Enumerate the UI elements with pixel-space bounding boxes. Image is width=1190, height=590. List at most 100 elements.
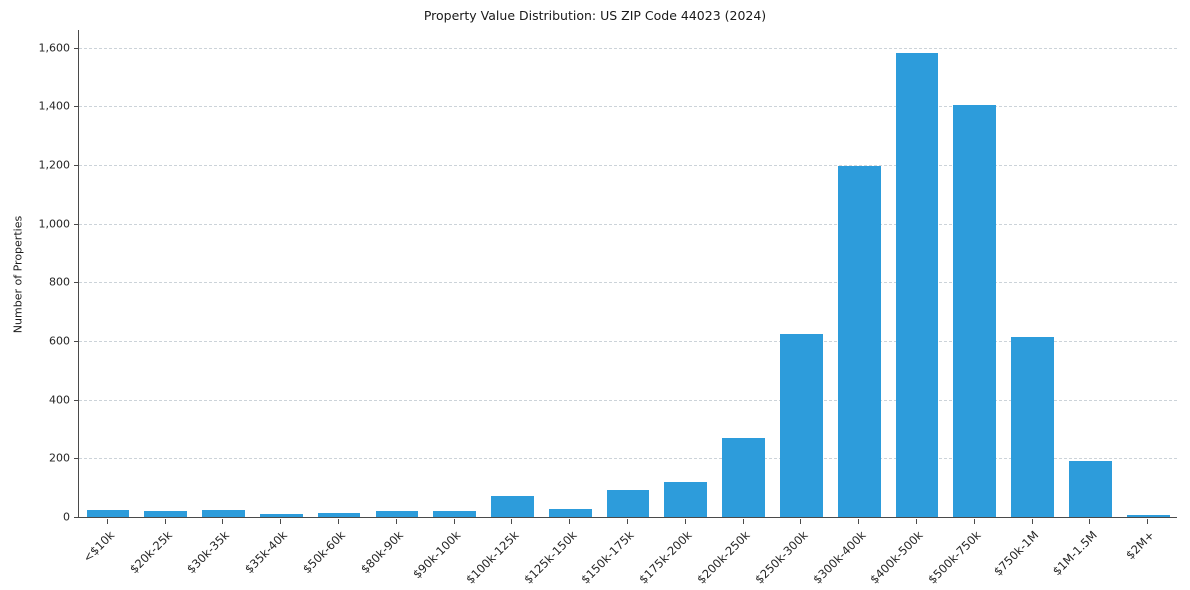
x-label-slot: $200k-250k bbox=[694, 519, 772, 589]
x-tick-mark bbox=[742, 519, 744, 524]
bar-slot bbox=[830, 30, 888, 517]
x-tick-mark bbox=[569, 519, 571, 524]
bar bbox=[86, 509, 130, 517]
x-label-slot: $500k-750k bbox=[925, 519, 1003, 589]
y-tick-label: 1,600 bbox=[38, 41, 71, 55]
x-tick-mark bbox=[1031, 519, 1033, 524]
x-label-slot: <$10k bbox=[78, 519, 136, 589]
bar-slot bbox=[79, 30, 137, 517]
x-tick-mark bbox=[973, 519, 975, 524]
bar bbox=[1126, 514, 1170, 517]
y-tick-label: 400 bbox=[49, 393, 70, 407]
bars-container bbox=[79, 30, 1177, 517]
bar-slot bbox=[715, 30, 773, 517]
x-tick-label: $2M+ bbox=[1123, 528, 1158, 563]
x-tick-mark bbox=[1089, 519, 1091, 524]
y-tick-mark bbox=[74, 458, 79, 460]
bar-slot bbox=[310, 30, 368, 517]
x-label-slot: $150k-175k bbox=[579, 519, 656, 589]
x-label-slot: $175k-200k bbox=[636, 519, 714, 589]
bar-slot bbox=[426, 30, 484, 517]
bar-slot bbox=[252, 30, 310, 517]
bar-slot bbox=[888, 30, 946, 517]
bar-slot bbox=[484, 30, 542, 517]
x-label-slot: $2M+ bbox=[1118, 519, 1176, 589]
bar bbox=[491, 496, 534, 517]
x-tick-mark bbox=[684, 519, 686, 524]
bar-slot bbox=[1119, 30, 1177, 517]
y-tick-label: 200 bbox=[49, 451, 70, 465]
x-label-slot: $1M-1.5M bbox=[1049, 519, 1119, 589]
x-tick-mark bbox=[164, 519, 166, 524]
bar-slot bbox=[137, 30, 195, 517]
y-tick-mark bbox=[74, 517, 79, 518]
x-label-slot: $90k-100k bbox=[410, 519, 483, 589]
bar bbox=[1011, 336, 1055, 517]
x-label-slot: $50k-60k bbox=[300, 519, 367, 589]
bar-slot bbox=[599, 30, 657, 517]
gridline bbox=[79, 282, 1177, 284]
x-tick-mark bbox=[1147, 519, 1149, 524]
gridline bbox=[79, 106, 1177, 108]
y-tick-label: 600 bbox=[49, 334, 70, 348]
x-tick-mark bbox=[800, 519, 802, 524]
y-axis-title: Number of Properties bbox=[11, 215, 25, 334]
bar bbox=[722, 437, 766, 517]
bar-slot bbox=[368, 30, 426, 517]
y-tick-mark bbox=[74, 340, 79, 342]
x-label-slot: $20k-25k bbox=[126, 519, 194, 589]
x-tick-mark bbox=[453, 519, 455, 524]
x-tick-mark bbox=[858, 519, 860, 524]
bar-slot bbox=[946, 30, 1004, 517]
x-tick-mark bbox=[338, 519, 340, 524]
bar bbox=[1069, 461, 1112, 517]
x-label-slot: $300k-400k bbox=[810, 519, 887, 589]
bar-slot bbox=[1062, 30, 1120, 517]
y-tick-mark bbox=[74, 106, 79, 108]
bar-slot bbox=[195, 30, 253, 517]
x-tick-mark bbox=[280, 519, 282, 524]
x-tick-mark bbox=[106, 519, 108, 524]
bar bbox=[895, 53, 939, 517]
y-tick-mark bbox=[74, 164, 79, 166]
bar-slot bbox=[541, 30, 599, 517]
x-label-slot: $30k-35k bbox=[184, 519, 252, 589]
y-tick-mark bbox=[74, 399, 79, 401]
x-label-slot: $80k-90k bbox=[358, 519, 425, 589]
x-label-slot: $750k-1M bbox=[991, 519, 1061, 589]
bar bbox=[202, 509, 245, 517]
x-label-slot: $35k-40k bbox=[242, 519, 309, 589]
bar-slot bbox=[657, 30, 715, 517]
gridline bbox=[79, 340, 1177, 342]
y-tick-mark bbox=[74, 223, 79, 225]
x-tick-mark bbox=[511, 519, 513, 524]
x-label-slot: $250k-300k bbox=[752, 519, 830, 589]
y-tick-mark bbox=[74, 282, 79, 284]
bar bbox=[664, 481, 708, 517]
x-tick-mark bbox=[222, 519, 224, 524]
gridline bbox=[79, 458, 1177, 460]
gridline bbox=[79, 47, 1177, 49]
y-tick-label: 1,000 bbox=[38, 217, 71, 231]
x-tick-mark bbox=[395, 519, 397, 524]
bar bbox=[953, 104, 997, 517]
bar bbox=[317, 512, 361, 517]
gridline bbox=[79, 164, 1177, 166]
bar bbox=[548, 508, 592, 517]
y-tick-label: 1,400 bbox=[38, 99, 71, 113]
y-tick-mark bbox=[74, 47, 79, 49]
bar bbox=[606, 490, 650, 517]
x-tick-label: <$10k bbox=[79, 528, 117, 565]
x-label-slot: $400k-500k bbox=[867, 519, 945, 589]
gridline bbox=[79, 223, 1177, 225]
x-label-slot: $125k-150k bbox=[521, 519, 598, 589]
x-tick-mark bbox=[627, 519, 629, 524]
bar bbox=[433, 510, 477, 517]
gridline bbox=[79, 399, 1177, 401]
y-tick-label: 0 bbox=[63, 510, 70, 524]
bar bbox=[144, 510, 188, 517]
bar bbox=[837, 166, 881, 517]
bar-slot bbox=[1004, 30, 1062, 517]
x-axis-labels: <$10k $20k-25k $30k-35k $35k-40k $50k-60k $80… bbox=[78, 519, 1176, 589]
